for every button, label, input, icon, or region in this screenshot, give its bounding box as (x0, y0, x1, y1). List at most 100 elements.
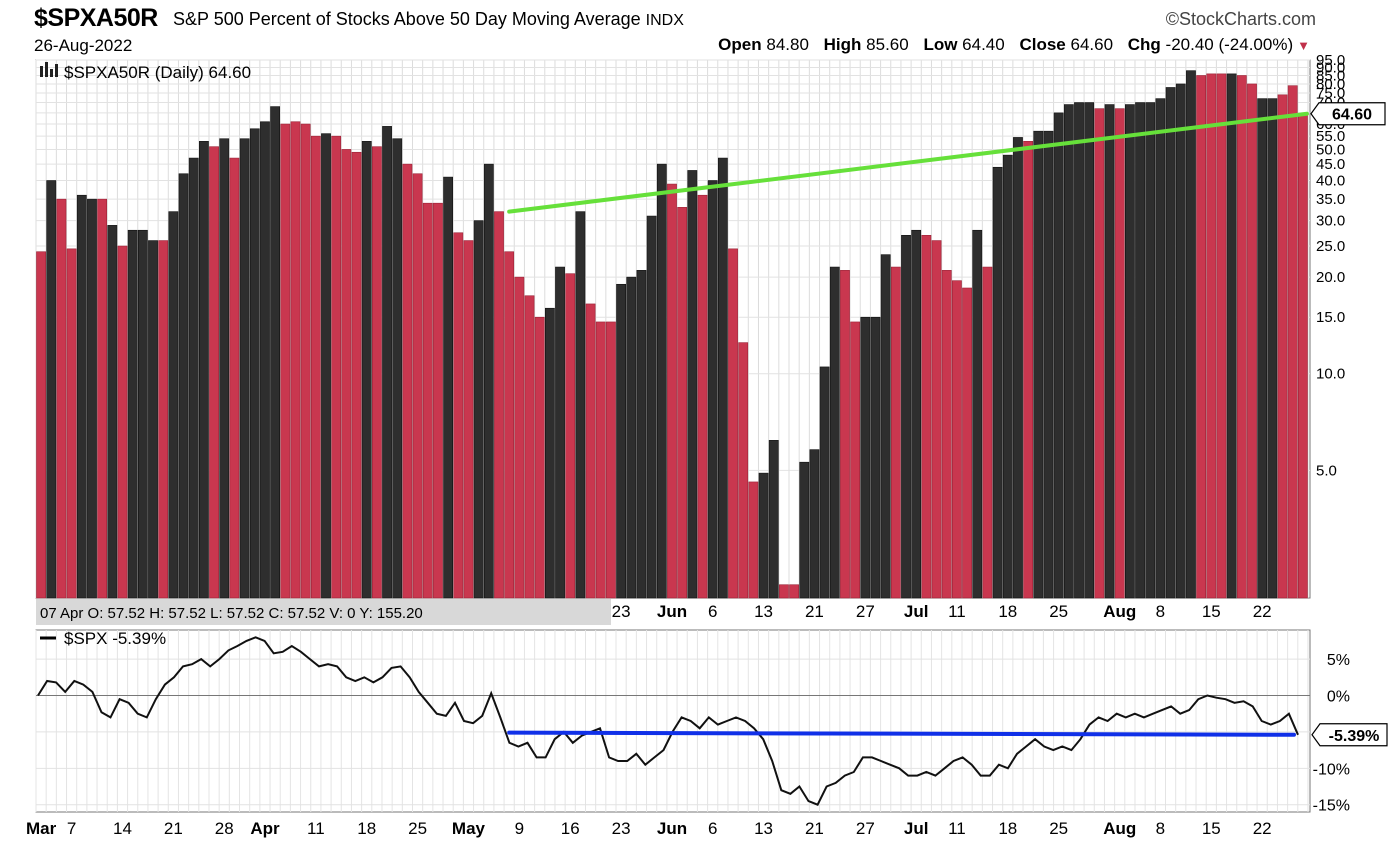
bar[interactable] (952, 280, 962, 599)
bar[interactable] (1084, 102, 1095, 599)
bar[interactable] (1135, 102, 1145, 599)
brand-link[interactable]: ©StockCharts.com (1165, 9, 1316, 29)
bar[interactable] (300, 123, 311, 599)
bar[interactable] (422, 202, 433, 599)
bar[interactable] (931, 240, 942, 599)
bar[interactable] (239, 138, 250, 599)
bar[interactable] (1175, 83, 1186, 599)
bar[interactable] (626, 276, 637, 599)
bar[interactable] (687, 170, 698, 599)
bar[interactable] (341, 149, 352, 599)
bar[interactable] (1002, 154, 1013, 599)
bar[interactable] (1043, 130, 1054, 599)
bar[interactable] (351, 151, 362, 599)
bar[interactable] (768, 440, 779, 599)
bar[interactable] (677, 207, 688, 599)
bar[interactable] (87, 198, 97, 599)
bar[interactable] (1236, 75, 1247, 599)
bar[interactable] (412, 173, 423, 599)
bar[interactable] (178, 173, 189, 599)
bar[interactable] (606, 321, 616, 599)
bar[interactable] (697, 194, 708, 599)
bar[interactable] (36, 251, 46, 599)
bar[interactable] (921, 235, 932, 599)
lower-trendline[interactable] (507, 730, 1296, 737)
bar[interactable] (473, 220, 484, 599)
bar[interactable] (585, 303, 596, 599)
bar[interactable] (137, 229, 148, 599)
bar[interactable] (1257, 98, 1268, 599)
bar[interactable] (453, 232, 464, 599)
bar[interactable] (1196, 75, 1207, 599)
bar[interactable] (188, 157, 199, 599)
bar[interactable] (158, 240, 169, 599)
bar[interactable] (1104, 104, 1115, 599)
bar[interactable] (494, 211, 504, 599)
bar[interactable] (219, 138, 230, 599)
bar[interactable] (107, 225, 118, 599)
bar[interactable] (779, 584, 789, 599)
bar[interactable] (1186, 70, 1196, 599)
bar[interactable] (310, 135, 321, 599)
bar[interactable] (331, 135, 342, 599)
bar[interactable] (799, 461, 810, 599)
bar[interactable] (728, 248, 738, 599)
bar[interactable] (1145, 102, 1156, 599)
bar[interactable] (168, 211, 179, 599)
bar[interactable] (1074, 102, 1084, 599)
bar[interactable] (371, 146, 382, 599)
bar[interactable] (646, 215, 657, 599)
bar[interactable] (514, 276, 525, 599)
bar[interactable] (1063, 104, 1074, 599)
bar[interactable] (56, 198, 67, 599)
upper-trendline[interactable] (507, 111, 1309, 214)
bar[interactable] (270, 106, 281, 599)
bar[interactable] (860, 316, 871, 599)
bar[interactable] (1277, 94, 1288, 599)
bar[interactable] (1155, 98, 1166, 599)
bar[interactable] (148, 240, 158, 599)
bar[interactable] (575, 211, 586, 599)
bar[interactable] (717, 157, 728, 599)
bar[interactable] (402, 163, 413, 599)
bar[interactable] (1053, 112, 1064, 599)
bar[interactable] (443, 176, 454, 599)
bar[interactable] (880, 254, 891, 599)
bar[interactable] (1125, 104, 1135, 599)
bar[interactable] (290, 121, 301, 599)
bar[interactable] (260, 121, 270, 599)
bar[interactable] (962, 287, 972, 599)
bar[interactable] (433, 202, 443, 599)
bar[interactable] (117, 245, 128, 599)
bar[interactable] (707, 180, 718, 599)
bar[interactable] (504, 251, 515, 599)
bar[interactable] (667, 183, 677, 599)
bar[interactable] (911, 229, 922, 599)
bar[interactable] (127, 229, 138, 599)
bar[interactable] (1287, 85, 1298, 599)
bar[interactable] (1033, 130, 1044, 599)
bar[interactable] (534, 316, 545, 599)
bar[interactable] (1216, 73, 1227, 599)
bar[interactable] (392, 138, 403, 599)
bar[interactable] (555, 266, 565, 599)
bar[interactable] (382, 126, 392, 599)
bar[interactable] (1094, 108, 1105, 599)
bar[interactable] (76, 194, 87, 599)
bar[interactable] (249, 128, 260, 599)
bar[interactable] (483, 163, 494, 599)
bar[interactable] (1297, 113, 1308, 599)
bar[interactable] (544, 307, 555, 599)
bar[interactable] (992, 166, 1003, 599)
bar[interactable] (819, 366, 830, 599)
bar[interactable] (616, 283, 626, 599)
bar[interactable] (789, 584, 799, 599)
bar[interactable] (524, 295, 535, 599)
bar[interactable] (1247, 83, 1257, 599)
bar[interactable] (738, 342, 749, 599)
bar[interactable] (46, 180, 57, 599)
bar[interactable] (361, 141, 372, 599)
bar[interactable] (229, 157, 240, 599)
bar[interactable] (809, 449, 820, 599)
